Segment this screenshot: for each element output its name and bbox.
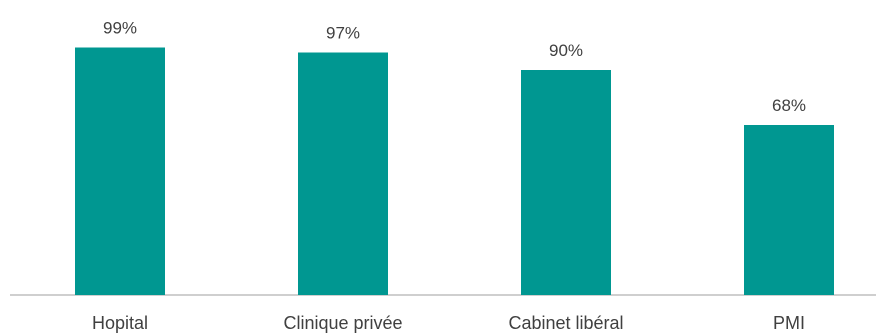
value-label-0: 99% (103, 19, 137, 38)
bars-group (75, 47, 834, 295)
value-label-3: 68% (772, 96, 806, 115)
category-label-3: PMI (773, 313, 805, 333)
bar-3 (744, 125, 834, 295)
category-labels-group: Hopital Clinique privée Cabinet libéral PMI (92, 313, 805, 333)
bar-0 (75, 47, 165, 295)
value-label-2: 90% (549, 41, 583, 60)
value-label-1: 97% (326, 24, 360, 43)
category-label-0: Hopital (92, 313, 148, 333)
bar-2 (521, 70, 611, 295)
value-labels-group: 99% 97% 90% 68% (103, 19, 806, 116)
category-label-2: Cabinet libéral (508, 313, 623, 333)
category-label-1: Clinique privée (283, 313, 402, 333)
bar-1 (298, 52, 388, 295)
